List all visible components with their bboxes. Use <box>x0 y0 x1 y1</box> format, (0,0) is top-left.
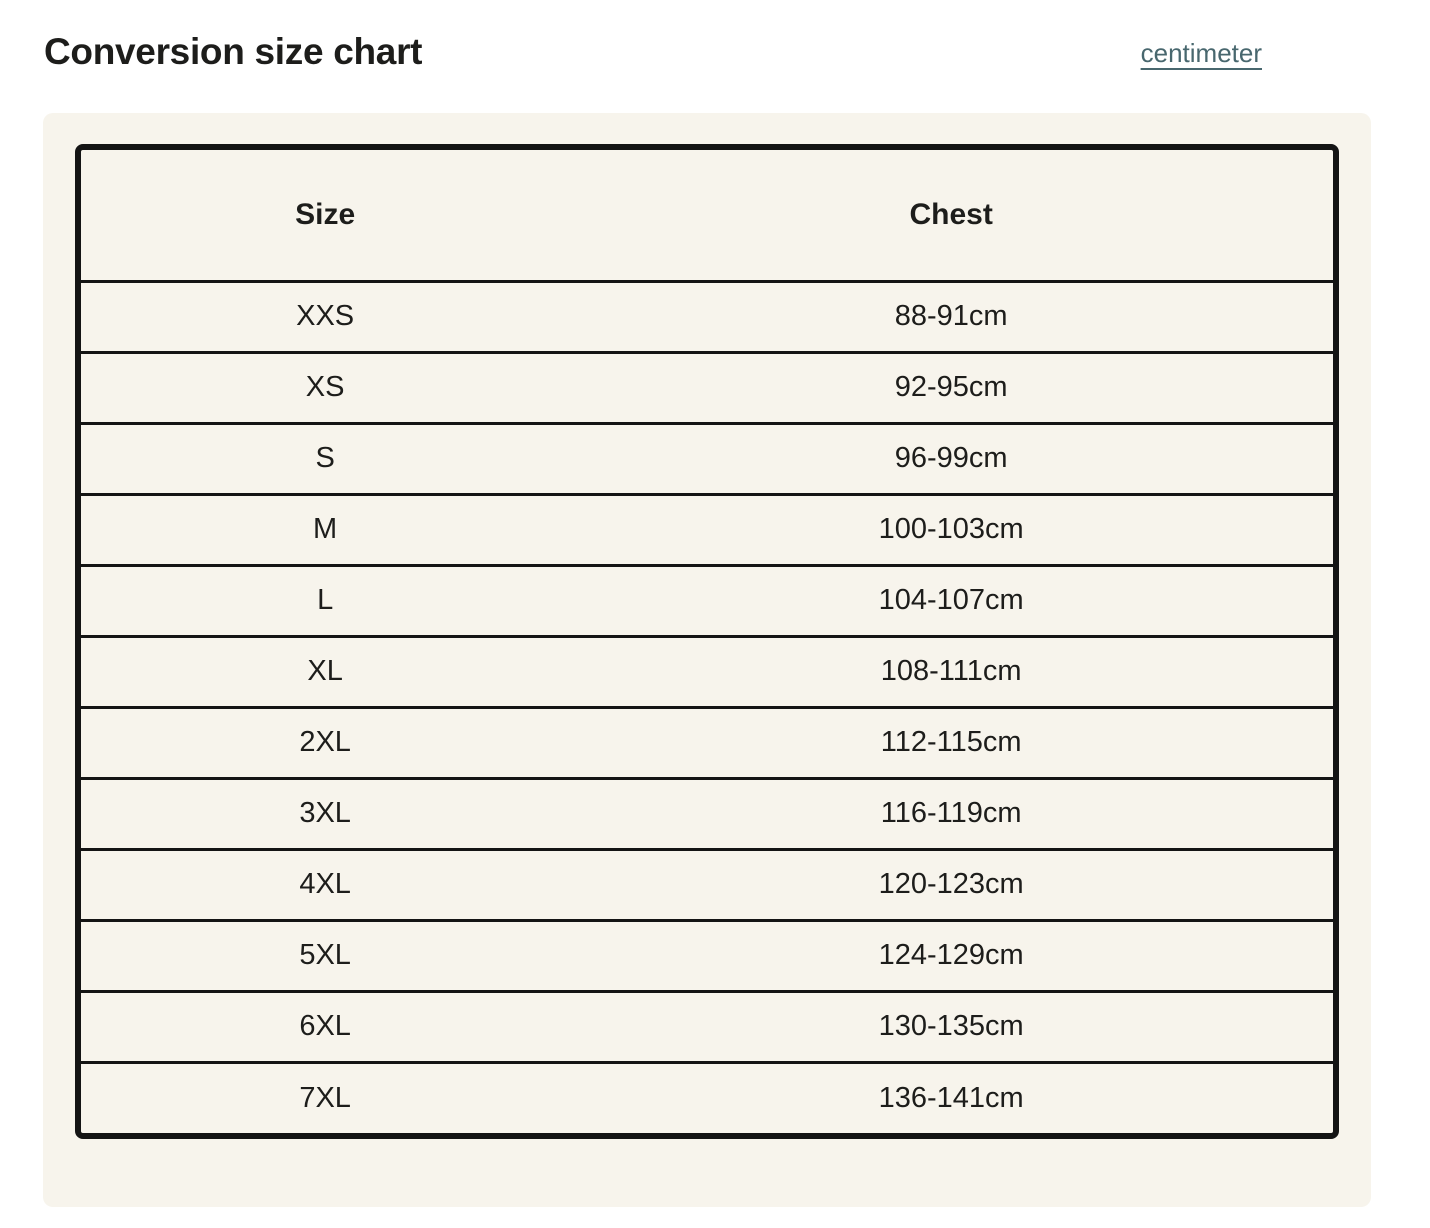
size-cell: M <box>81 494 570 567</box>
chest-cell: 130-135cm <box>569 991 1333 1064</box>
size-cell: L <box>81 565 570 638</box>
chest-cell: 92-95cm <box>569 352 1333 425</box>
unit-toggle-link[interactable]: centimeter <box>1140 38 1262 68</box>
page-title: Conversion size chart <box>44 31 423 72</box>
size-cell: 4XL <box>81 849 570 922</box>
table-row: 4XL 120-123cm <box>81 849 1333 922</box>
size-cell: 3XL <box>81 778 570 851</box>
table-row: 5XL 124-129cm <box>81 920 1333 993</box>
chest-column-header: Chest <box>569 150 1333 283</box>
chest-cell: 100-103cm <box>569 494 1333 567</box>
size-column-header: Size <box>81 150 570 283</box>
size-chart-header: Conversion size chart centimeter <box>0 0 1430 113</box>
chest-cell: 112-115cm <box>569 707 1333 780</box>
size-cell: 7XL <box>299 1081 351 1114</box>
chest-cell: 108-111cm <box>569 636 1333 709</box>
size-table-frame: Size Chest XXS 88-91cm XS 92-95cm S 96-9… <box>75 144 1339 1139</box>
table-row: 6XL 130-135cm <box>81 991 1333 1064</box>
size-cell: XS <box>81 352 570 425</box>
table-row: M 100-103cm <box>81 494 1333 567</box>
chest-cell: 136-141cm <box>878 1081 1024 1114</box>
size-table: Size Chest XXS 88-91cm XS 92-95cm S 96-9… <box>81 150 1333 1133</box>
size-table-body: XXS 88-91cm XS 92-95cm S 96-99cm M 100-1… <box>81 281 1333 1133</box>
chest-cell: 116-119cm <box>569 778 1333 851</box>
chest-cell: 104-107cm <box>569 565 1333 638</box>
size-cell: 5XL <box>81 920 570 993</box>
table-row: L 104-107cm <box>81 565 1333 638</box>
table-header-row: Size Chest <box>81 150 1333 283</box>
table-row: XS 92-95cm <box>81 352 1333 425</box>
size-cell: 2XL <box>81 707 570 780</box>
chest-cell: 124-129cm <box>569 920 1333 993</box>
size-chart-card: Size Chest XXS 88-91cm XS 92-95cm S 96-9… <box>43 113 1371 1207</box>
table-row: 7XL 136-141cm <box>81 1062 1333 1133</box>
size-cell: XXS <box>81 281 570 354</box>
table-row: S 96-99cm <box>81 423 1333 496</box>
size-cell: 6XL <box>81 991 570 1064</box>
chest-cell: 88-91cm <box>569 281 1333 354</box>
table-row: XL 108-111cm <box>81 636 1333 709</box>
table-row: 2XL 112-115cm <box>81 707 1333 780</box>
table-row: 3XL 116-119cm <box>81 778 1333 851</box>
size-cell: S <box>81 423 570 496</box>
chest-cell: 96-99cm <box>569 423 1333 496</box>
table-row: XXS 88-91cm <box>81 281 1333 354</box>
chest-cell: 120-123cm <box>569 849 1333 922</box>
size-cell: XL <box>81 636 570 709</box>
